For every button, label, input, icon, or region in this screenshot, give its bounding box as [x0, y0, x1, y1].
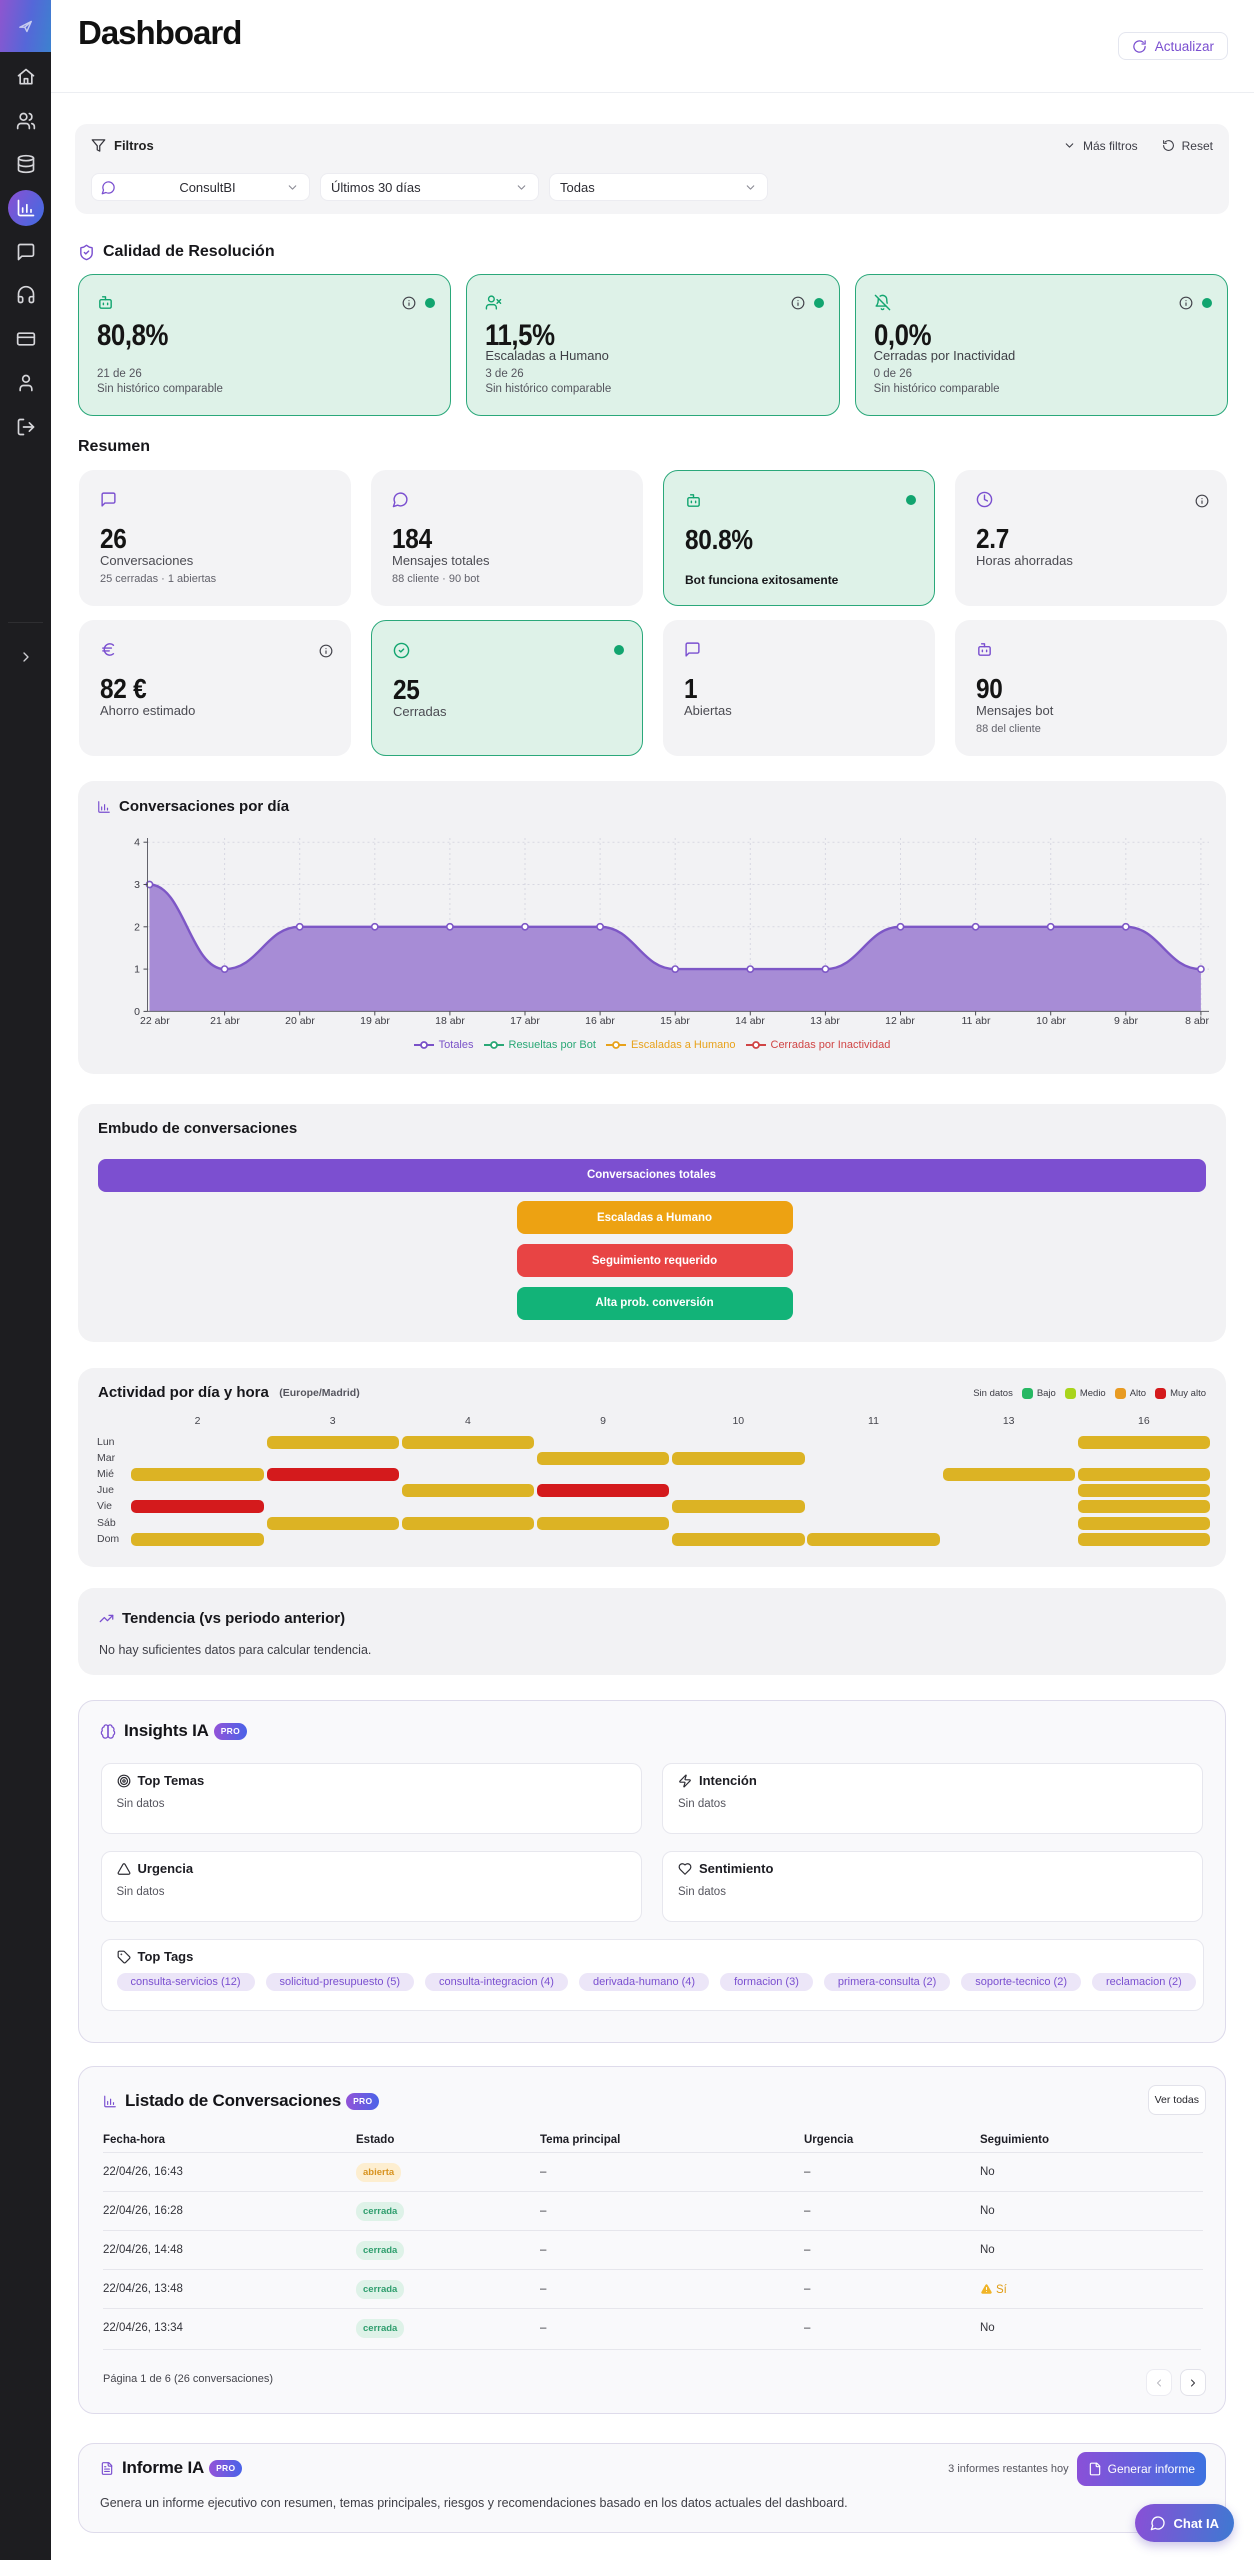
- svg-text:1: 1: [134, 964, 140, 976]
- svg-text:14 abr: 14 abr: [735, 1015, 765, 1027]
- svg-text:15 abr: 15 abr: [660, 1015, 690, 1027]
- svg-text:9 abr: 9 abr: [1114, 1015, 1138, 1027]
- svg-text:11 abr: 11 abr: [962, 1015, 991, 1027]
- svg-text:4: 4: [134, 837, 140, 849]
- svg-text:10 abr: 10 abr: [1036, 1015, 1066, 1027]
- svg-text:17 abr: 17 abr: [510, 1015, 540, 1027]
- svg-text:2: 2: [134, 921, 140, 933]
- svg-text:0: 0: [134, 1006, 140, 1018]
- svg-text:21 abr: 21 abr: [210, 1015, 240, 1027]
- svg-text:16 abr: 16 abr: [585, 1015, 615, 1027]
- svg-text:13 abr: 13 abr: [810, 1015, 840, 1027]
- svg-text:12 abr: 12 abr: [885, 1015, 915, 1027]
- svg-text:19 abr: 19 abr: [360, 1015, 390, 1027]
- svg-text:22 abr: 22 abr: [140, 1015, 170, 1027]
- svg-text:20 abr: 20 abr: [285, 1015, 315, 1027]
- svg-text:3: 3: [134, 879, 140, 891]
- svg-text:8 abr: 8 abr: [1185, 1015, 1209, 1027]
- svg-text:18 abr: 18 abr: [435, 1015, 465, 1027]
